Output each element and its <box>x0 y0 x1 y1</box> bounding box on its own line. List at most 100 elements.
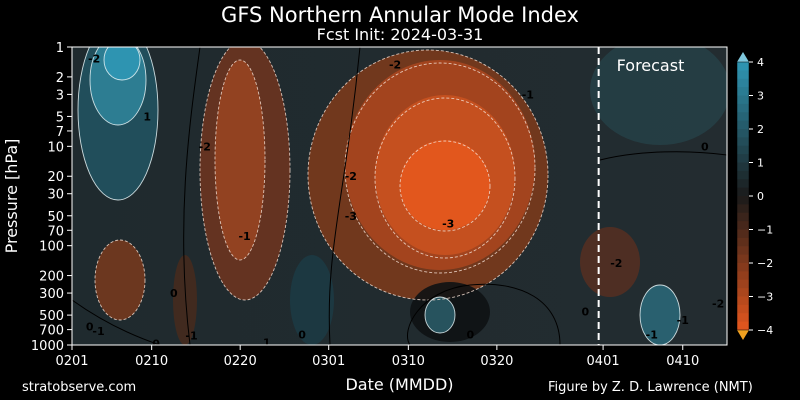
contour-label-1: 1 <box>143 110 151 123</box>
colorbar-step-10 <box>737 145 749 155</box>
colorbar-step-29 <box>737 304 749 314</box>
colorbar-tick-label-3: 1 <box>757 157 764 170</box>
y-tick-label-3: 5 <box>56 110 64 125</box>
y-tick-label-6: 20 <box>47 170 64 185</box>
contour-label-22: -2 <box>712 297 724 310</box>
contour-label-8: -1 <box>185 329 197 342</box>
colorbar-step-26 <box>737 279 749 289</box>
positive-contour-3 <box>424 296 456 334</box>
colorbar-step-8 <box>737 129 749 138</box>
colorbar-step-21 <box>737 237 749 247</box>
colorbar-tick-label-6: −2 <box>757 257 773 270</box>
shaded-region-15 <box>580 227 640 297</box>
shaded-region-16 <box>173 255 197 345</box>
x-axis-label: Date (MMDD) <box>345 375 453 394</box>
contour-label-6: -1 <box>92 325 104 338</box>
positive-contour-4 <box>639 284 681 345</box>
x-axis: 0201 0210 0220 0301 0310 0320 0401 0410 <box>55 345 699 369</box>
y-tick-label-9: 70 <box>47 224 64 239</box>
contour-label-11: -2 <box>345 170 357 183</box>
zero-contour-4 <box>72 299 161 345</box>
x-tick-label-6: 0401 <box>587 354 620 369</box>
chart-subtitle: Fcst Init: 2024-03-31 <box>316 25 484 44</box>
shaded-region-6 <box>95 240 145 320</box>
x-tick-label-5: 0320 <box>480 354 513 369</box>
zero-contour-1 <box>328 47 361 345</box>
colorbar-tick-label-7: −3 <box>757 291 773 304</box>
colorbar-tick-label-4: 0 <box>757 190 764 203</box>
colorbar-tick-label-8: −4 <box>757 324 773 337</box>
shaded-region-12 <box>425 297 455 333</box>
colorbar-step-5 <box>737 103 749 113</box>
colorbar-step-9 <box>737 137 749 147</box>
colorbar-step-20 <box>737 229 749 239</box>
colorbar-step-6 <box>737 112 749 122</box>
forecast-annotation: Forecast <box>617 56 685 75</box>
x-tick-label-4: 0310 <box>392 354 425 369</box>
y-tick-label-7: 30 <box>47 188 64 203</box>
y-tick-label-8: 50 <box>47 210 64 225</box>
contour-label-5: 0 <box>86 320 94 333</box>
plot-frame <box>71 46 728 346</box>
y-tick-label-0: 1 <box>56 41 64 56</box>
plot-area: -21-2-100-10-110-2-3-2-30-100-2-1-1-2 <box>72 47 727 351</box>
shaded-region-10 <box>590 47 727 145</box>
y-tick-label-14: 700 <box>39 324 64 339</box>
contour-label-7: 0 <box>152 338 160 351</box>
shaded-region-3 <box>400 140 490 230</box>
chart-title: GFS Northern Annular Mode Index <box>221 3 579 27</box>
contour-label-17: 0 <box>582 306 590 319</box>
colorbar-step-15 <box>737 187 749 197</box>
contour-label-3: -1 <box>238 230 250 243</box>
colorbar-extend-max <box>737 52 749 62</box>
colorbar-step-4 <box>737 95 749 105</box>
x-tick-label-2: 0220 <box>224 354 257 369</box>
colorbar-step-13 <box>737 170 749 180</box>
contour-label-13: -2 <box>389 58 401 71</box>
colorbar-step-30 <box>737 313 749 323</box>
y-tick-label-4: 7 <box>56 125 64 140</box>
colorbar-step-22 <box>737 246 749 256</box>
negative-contour-4 <box>199 47 291 301</box>
positive-contour-1 <box>89 47 147 126</box>
footer-credit: Figure by Z. D. Lawrence (NMT) <box>548 380 753 395</box>
y-tick-label-13: 500 <box>39 309 64 324</box>
colorbar-step-14 <box>737 179 749 189</box>
y-tick-label-1: 2 <box>56 71 64 86</box>
negative-contour-0 <box>307 49 549 301</box>
colorbar-step-2 <box>737 78 749 88</box>
contour-label-14: -3 <box>442 218 454 231</box>
contour-label-16: -1 <box>522 88 534 101</box>
x-tick-label-1: 0210 <box>135 354 168 369</box>
colorbar-step-0 <box>737 62 749 71</box>
shaded-region-13 <box>640 285 680 345</box>
y-tick-label-15: 1000 <box>31 339 64 354</box>
negative-contour-5 <box>214 59 266 261</box>
negative-contour-2 <box>374 97 516 259</box>
shaded-region-5 <box>215 60 265 260</box>
colorbar-step-1 <box>737 70 749 80</box>
colorbar: 4 3 2 1 0 −1 −2 −3 −4 <box>736 52 773 340</box>
y-tick-label-12: 300 <box>39 287 64 302</box>
colorbar-step-27 <box>737 288 749 297</box>
contour-label-20: -1 <box>646 328 658 341</box>
colorbar-step-18 <box>737 212 749 222</box>
colorbar-tick-label-5: −1 <box>757 224 773 237</box>
y-axis-label: Pressure [hPa] <box>2 139 21 254</box>
contour-label-21: -1 <box>677 314 689 327</box>
contour-label-2: -2 <box>199 140 211 153</box>
colorbar-step-11 <box>737 154 749 163</box>
contour-label-4: 0 <box>170 287 178 300</box>
shaded-region-9 <box>104 47 140 80</box>
contour-label-18: 0 <box>701 140 709 153</box>
contour-label-19: -2 <box>610 257 622 270</box>
colorbar-step-17 <box>737 204 749 214</box>
y-tick-label-10: 100 <box>39 240 64 255</box>
colorbar-step-31 <box>737 321 749 331</box>
contour-label-10: 0 <box>298 328 306 341</box>
y-tick-label-2: 3 <box>56 88 64 103</box>
colorbar-tick-label-2: 2 <box>757 123 764 136</box>
colorbar-step-19 <box>737 221 749 230</box>
